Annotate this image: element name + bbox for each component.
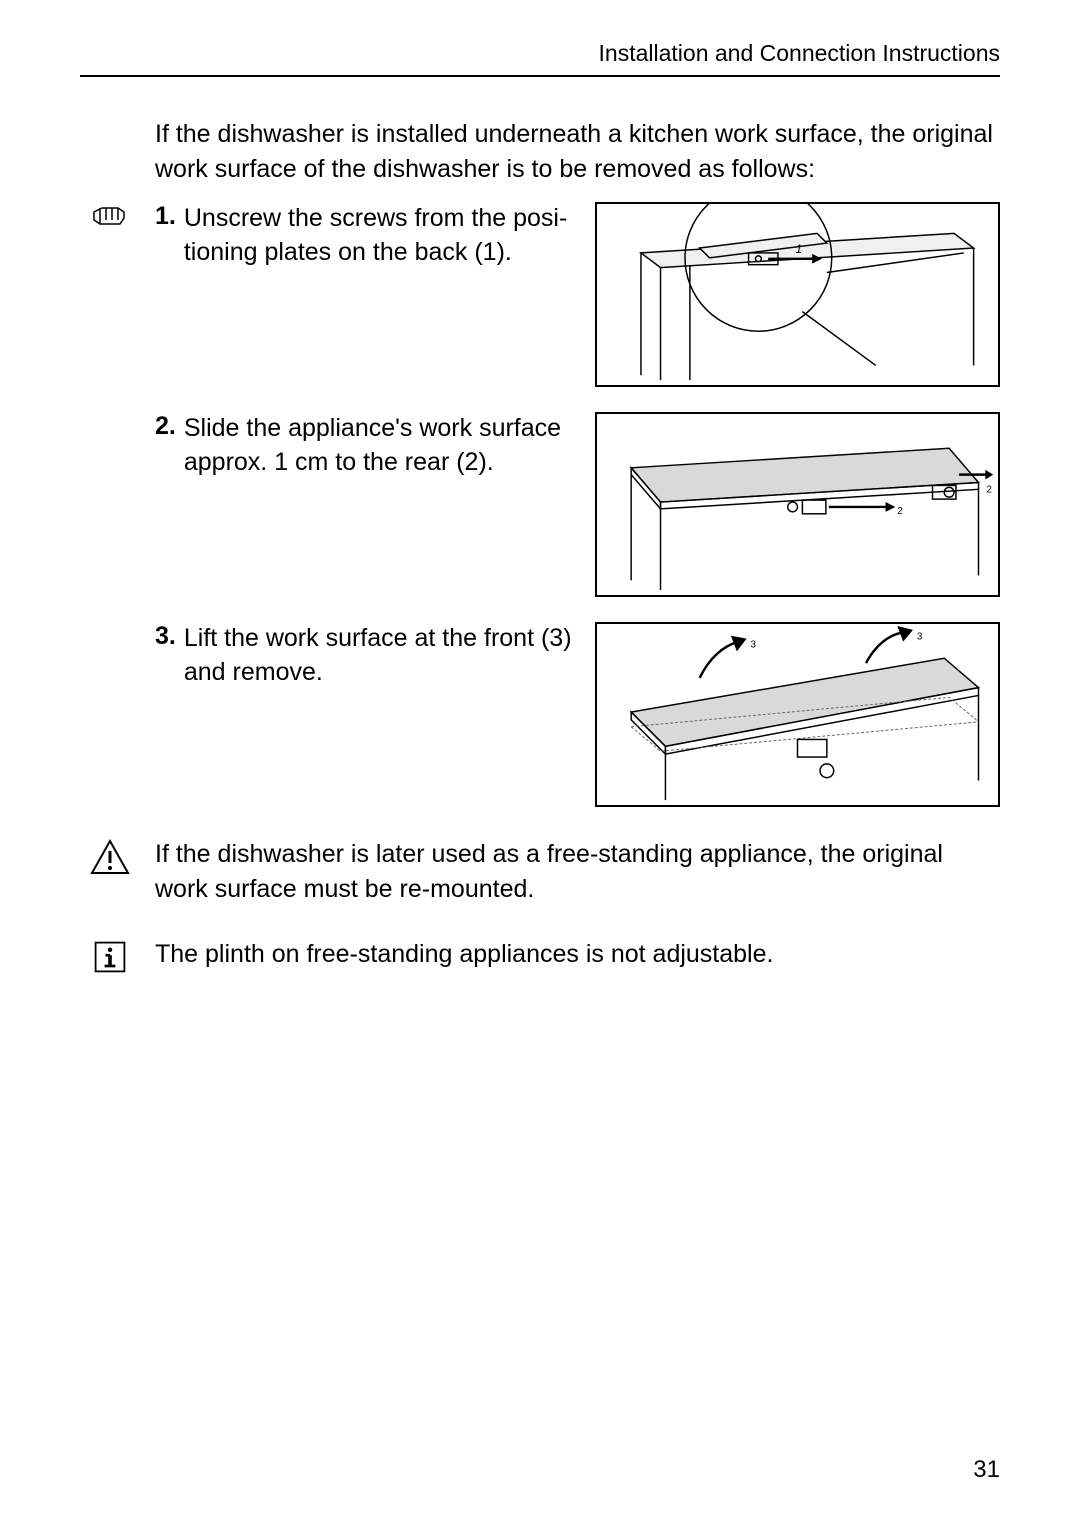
diagram-2-callout-a: 2 xyxy=(897,506,902,517)
header-title: Installation and Connection Instructions xyxy=(599,40,1000,67)
step-3-diagram: 3 3 xyxy=(595,622,1000,807)
info-note-row: The plinth on free-standing appliances i… xyxy=(155,937,1000,977)
diagram-3-callout-b: 3 xyxy=(917,632,922,643)
page: Installation and Connection Instructions… xyxy=(0,0,1080,1529)
content-area: If the dishwasher is installed underneat… xyxy=(80,117,1000,977)
step-2-number: 2. xyxy=(155,412,176,480)
step-2-text: Slide the appliance's work surface appro… xyxy=(184,412,575,480)
warning-note-text: If the dishwasher is later used as a fre… xyxy=(155,837,1000,907)
step-3-text-col: 3. Lift the work surface at the front (3… xyxy=(155,622,575,690)
step-3-row: 3. Lift the work surface at the front (3… xyxy=(155,622,1000,807)
diagram-3-callout-a: 3 xyxy=(751,639,756,650)
step-1-text: Unscrew the screws from the posi-tioning… xyxy=(184,202,575,270)
page-number: 31 xyxy=(973,1456,1000,1484)
diagram-1-callout: 1 xyxy=(796,243,803,256)
info-note-text: The plinth on free-standing appliances i… xyxy=(155,937,773,972)
step-3-text: Lift the work surface at the front (3) a… xyxy=(184,622,575,690)
step-2-diagram: 2 2 xyxy=(595,412,1000,597)
step-1-text-col: 1. Unscrew the screws from the posi-tion… xyxy=(155,202,575,270)
step-1-number: 1. xyxy=(155,202,176,270)
header-row: Installation and Connection Instructions xyxy=(80,40,1000,77)
step-2-text-col: 2. Slide the appliance's work surface ap… xyxy=(155,412,575,480)
step-1-row: 1. Unscrew the screws from the posi-tion… xyxy=(155,202,1000,387)
hand-pointing-icon xyxy=(90,202,130,235)
warning-note-row: If the dishwasher is later used as a fre… xyxy=(155,837,1000,907)
warning-triangle-icon xyxy=(90,837,130,877)
intro-paragraph: If the dishwasher is installed underneat… xyxy=(155,117,1000,187)
step-1-diagram: 1 xyxy=(595,202,1000,387)
step-3-number: 3. xyxy=(155,622,176,690)
step-2-row: 2. Slide the appliance's work surface ap… xyxy=(155,412,1000,597)
info-square-icon xyxy=(90,937,130,977)
diagram-2-callout-b: 2 xyxy=(986,484,991,495)
